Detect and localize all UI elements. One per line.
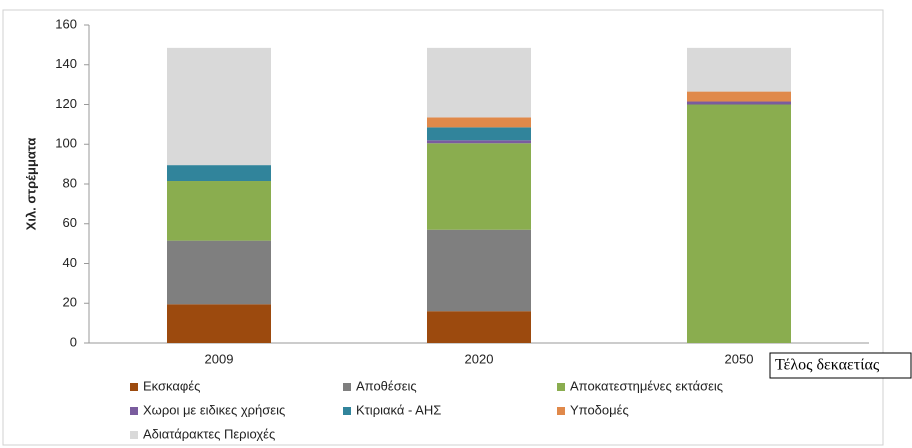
legend-swatch — [557, 407, 565, 415]
annotation: Τέλος δεκαετίας — [775, 357, 880, 374]
bar-segment — [687, 104, 791, 343]
y-tick-label: 100 — [55, 136, 77, 151]
bar-segment — [427, 117, 531, 128]
bar-segment — [687, 91, 791, 102]
y-tick-label: 120 — [55, 96, 77, 111]
bar-segment — [427, 229, 531, 312]
bar-segment — [427, 47, 531, 118]
legend-swatch — [343, 383, 351, 391]
legend-label: Αποκατεστημένες εκτάσεις — [570, 378, 723, 393]
legend-label: Αδιατάρακτες Περιοχές — [143, 426, 275, 441]
y-tick-label: 140 — [55, 56, 77, 71]
legend-label: Κτιριακά - ΑΗΣ — [356, 402, 441, 417]
y-tick-label: 0 — [70, 334, 77, 349]
legend-label: Χωροι με ειδικες χρήσεις — [143, 402, 285, 417]
legend-swatch — [557, 383, 565, 391]
legend-label: Εκσκαφές — [143, 378, 200, 393]
bar-segment — [427, 127, 531, 141]
bar-segment — [427, 140, 531, 144]
y-tick-label: 40 — [63, 255, 77, 270]
y-tick-label: 80 — [63, 175, 77, 190]
bar-segment — [167, 240, 271, 305]
x-tick-label: 2020 — [465, 351, 494, 366]
bar-segment — [167, 165, 271, 182]
bar-segment — [427, 143, 531, 230]
x-tick-label: 2009 — [205, 351, 234, 366]
y-tick-label: 160 — [55, 16, 77, 31]
bar-segment — [687, 101, 791, 105]
x-tick-label: 2050 — [725, 351, 754, 366]
legend-swatch — [343, 407, 351, 415]
legend-swatch — [130, 407, 138, 415]
bar-segment — [167, 47, 271, 166]
y-tick-label: 20 — [63, 295, 77, 310]
y-axis-label: Χιλ. στρέμματα — [23, 138, 38, 231]
legend-label: Υποδομές — [570, 402, 629, 417]
bar-segment — [167, 181, 271, 241]
legend-label: Αποθέσεις — [356, 378, 417, 393]
legend-swatch — [130, 383, 138, 391]
bar-segment — [167, 304, 271, 343]
bar-segment — [427, 311, 531, 343]
y-tick-label: 60 — [63, 215, 77, 230]
bar-segment — [687, 47, 791, 92]
annotation-box — [769, 352, 912, 379]
legend-swatch — [130, 431, 138, 439]
